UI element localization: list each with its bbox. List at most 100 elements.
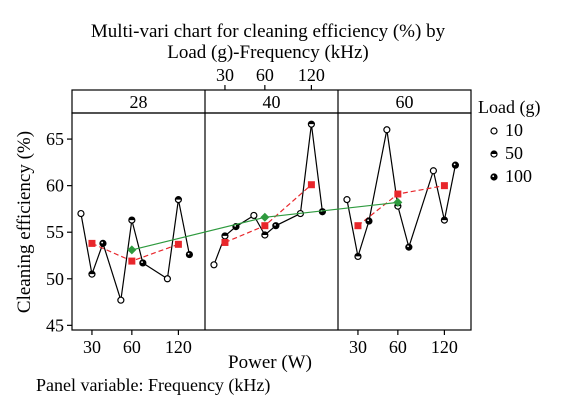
point-60-120-100-hl — [453, 163, 456, 166]
point-28-120-10-shape — [163, 275, 171, 283]
panel-headers: 28 40 60 — [71, 89, 472, 330]
mean-marker-60-120 — [440, 182, 448, 190]
legend-marker-50-fill — [491, 151, 497, 154]
point-40-60-50 — [261, 231, 269, 239]
point-28-30-100-hl — [101, 241, 104, 244]
point-28-30-100 — [99, 239, 107, 247]
point-60-120-100-shape — [451, 161, 459, 169]
plot-frame — [71, 112, 472, 331]
point-40-30-100-hl — [234, 224, 237, 227]
y-tick-label-55: 55 — [46, 222, 64, 242]
panel-variable-note: Panel variable: Frequency (kHz) — [36, 375, 270, 396]
point-28-120-50-fill — [175, 196, 182, 200]
mean-marker-40-60 — [261, 222, 269, 230]
mean-marker-60-30 — [354, 222, 362, 230]
mean-marker-40-120 — [307, 181, 315, 189]
x-axis-label: Power (W) — [228, 352, 312, 373]
legend-label-50: 50 — [505, 143, 523, 163]
point-28-120-100 — [185, 250, 193, 259]
x-tick-label-60-30: 30 — [349, 337, 367, 357]
point-60-120-50 — [440, 216, 448, 224]
point-40-30-10-shape — [210, 261, 218, 269]
point-28-120-100-hl — [187, 252, 190, 255]
legend-label-10: 10 — [505, 120, 523, 140]
point-28-60-100 — [139, 259, 147, 267]
point-60-120-10-shape — [429, 167, 437, 175]
top-tick-label-40-30: 30 — [216, 65, 234, 85]
point-40-30-50 — [221, 232, 229, 240]
mean-marker-28-120 — [174, 240, 182, 248]
y-axis: 45 50 55 60 65 — [46, 129, 72, 335]
point-28-30-100-shape — [99, 239, 107, 247]
point-28-120-50 — [174, 196, 182, 204]
legend-marker-10-shape — [490, 127, 498, 135]
point-60-30-50-fill — [354, 253, 361, 257]
panel-header-40: 40 — [263, 92, 281, 112]
chart-title-line2: Load (g)-Frequency (kHz) — [167, 42, 369, 63]
panel-header-28: 28 — [130, 92, 148, 112]
x-tick-label-60-120: 120 — [431, 337, 458, 357]
point-40-120-100 — [318, 208, 326, 216]
observation-line-40 — [213, 124, 323, 266]
point-40-120-50 — [307, 120, 315, 128]
y-tick-label-50: 50 — [46, 269, 64, 289]
x-tick-label-28-30: 30 — [83, 337, 101, 357]
y-tick-label-60: 60 — [46, 176, 64, 196]
plot-area — [77, 120, 459, 304]
point-60-60-10-shape — [383, 126, 391, 134]
point-40-30-10 — [210, 261, 218, 269]
point-40-120-100-shape — [318, 208, 326, 216]
point-60-30-50 — [354, 252, 362, 261]
top-axis-tick-labels: 30 60 120 — [216, 65, 325, 90]
point-28-60-50-fill — [128, 217, 135, 221]
point-28-30-50-fill — [88, 271, 95, 275]
point-40-60-100-hl — [274, 223, 276, 226]
point-28-60-10-shape — [117, 296, 125, 304]
point-60-30-10-shape — [343, 196, 351, 204]
y-tick-label-65: 65 — [46, 129, 64, 149]
point-40-60-10 — [250, 211, 258, 220]
mean-marker-60-60 — [394, 190, 402, 198]
point-28-60-50 — [128, 216, 136, 224]
x-tick-label-28-120: 120 — [165, 337, 192, 357]
point-60-30-100-shape — [365, 217, 373, 225]
y-axis-label: Cleaning efficiency (%) — [14, 131, 35, 313]
point-40-120-50-fill — [308, 121, 315, 125]
point-28-120-100-shape — [185, 250, 193, 259]
point-40-60-50-fill — [261, 232, 268, 236]
point-28-60-100-hl — [141, 261, 143, 264]
x-tick-label-60-60: 60 — [389, 337, 407, 357]
point-40-30-50-fill — [221, 232, 228, 236]
mean-marker-28-30 — [88, 239, 96, 247]
legend-marker-50 — [490, 150, 498, 158]
legend-title: Load (g) — [478, 97, 540, 118]
point-28-30-10 — [77, 209, 85, 218]
x-tick-label-28-60: 60 — [123, 337, 141, 357]
legend-marker-100 — [490, 173, 498, 181]
point-60-120-10 — [429, 167, 437, 175]
top-tick-label-40-60: 60 — [256, 65, 274, 85]
legend-marker-100-hl — [492, 175, 495, 178]
point-60-60-100-hl — [407, 245, 409, 248]
panel-mean-marker-40 — [260, 212, 270, 222]
legend: Load (g) 10 50 100 — [478, 97, 540, 186]
legend-marker-10 — [490, 127, 498, 135]
point-40-60-100 — [272, 222, 280, 230]
point-60-60-100 — [405, 243, 413, 251]
point-60-60-10 — [383, 126, 391, 134]
panel-mean-marker-60 — [393, 197, 403, 207]
point-28-60-100-shape — [139, 259, 147, 267]
point-28-60-10 — [117, 296, 125, 304]
point-60-60-100-shape — [405, 243, 413, 251]
mean-marker-28-60 — [128, 257, 136, 265]
point-60-120-50-fill — [441, 217, 448, 221]
point-40-60-100-shape — [272, 222, 280, 230]
point-28-120-10 — [163, 275, 171, 283]
point-60-30-10 — [343, 196, 351, 204]
point-28-30-10-shape — [77, 209, 85, 218]
point-60-120-100 — [451, 161, 459, 169]
mean-marker-40-30 — [221, 238, 229, 246]
point-60-30-100 — [365, 217, 373, 225]
point-60-30-100-hl — [367, 219, 370, 222]
